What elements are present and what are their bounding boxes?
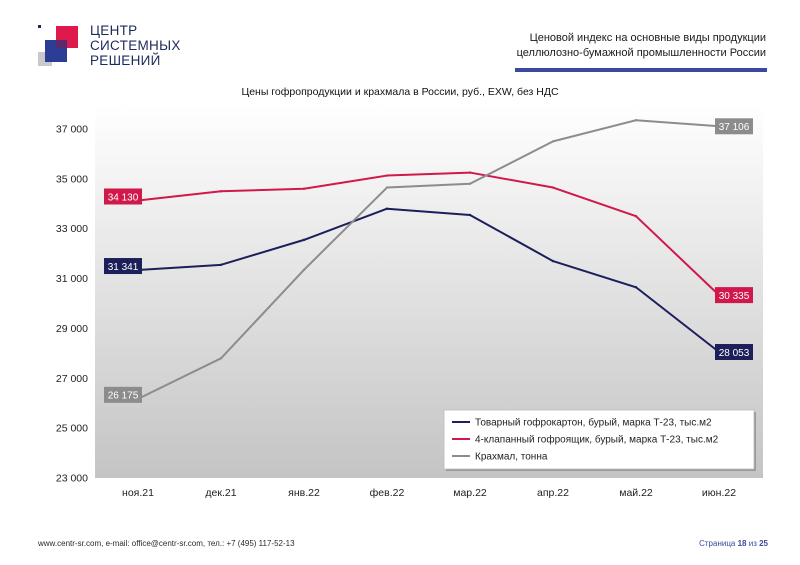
logo-text: ЦЕНТР СИСТЕМНЫХ РЕШЕНИЙ xyxy=(90,23,181,68)
data-point xyxy=(385,186,389,189)
page-total: 25 xyxy=(759,539,768,548)
data-point xyxy=(302,187,306,190)
data-point xyxy=(468,182,472,185)
data-label-box xyxy=(715,344,753,361)
data-label: 31 341 xyxy=(104,258,142,275)
x-tick-label: июн.22 xyxy=(702,487,736,499)
data-point xyxy=(302,268,306,272)
data-label-text: 37 106 xyxy=(719,122,750,133)
legend-label: 4-клапанный гофроящик, бурый, марка Т-23… xyxy=(475,434,719,446)
report-header-line-2: целлюлозно-бумажной промышленности Росси… xyxy=(516,47,766,59)
series-line-3 xyxy=(137,119,720,400)
data-point xyxy=(634,286,638,289)
y-tick-label: 25 000 xyxy=(56,423,88,435)
data-point xyxy=(551,259,555,263)
page-current: 18 xyxy=(737,539,747,548)
data-label-text: 31 341 xyxy=(108,262,139,273)
data-label-box xyxy=(104,258,142,275)
x-tick-label: дек.21 xyxy=(205,487,236,499)
data-point xyxy=(385,207,389,210)
x-tick-label: фев.22 xyxy=(370,487,405,499)
data-point xyxy=(551,140,555,143)
data-point xyxy=(468,171,472,174)
legend-label: Товарный гофрокартон, бурый, марка Т-23,… xyxy=(475,417,712,429)
x-tick-label: май.22 xyxy=(619,487,653,499)
page-indicator: Страница 18 из 25 xyxy=(699,539,768,548)
data-point xyxy=(634,119,638,122)
data-point xyxy=(634,215,638,218)
y-tick-label: 31 000 xyxy=(56,273,88,285)
data-label-box xyxy=(715,118,753,135)
report-header-line-1: Ценовой индекс на основные виды продукци… xyxy=(529,32,766,44)
y-tick-label: 23 000 xyxy=(56,473,88,485)
report-header: Ценовой индекс на основные виды продукци… xyxy=(517,31,766,61)
data-point xyxy=(219,357,223,360)
logo-line-1: ЦЕНТР xyxy=(90,23,138,38)
header-accent-bar xyxy=(515,68,767,72)
data-point xyxy=(468,213,472,217)
x-tick-label: апр.22 xyxy=(537,487,569,499)
y-tick-label: 27 000 xyxy=(56,373,88,385)
series-line-1 xyxy=(137,207,720,353)
data-label: 28 053 xyxy=(715,344,753,361)
data-label: 30 335 xyxy=(715,287,753,304)
data-point xyxy=(551,186,555,189)
logo-line-3: РЕШЕНИЙ xyxy=(90,53,161,68)
data-label-text: 30 335 xyxy=(719,291,750,302)
series-line-2 xyxy=(137,171,720,296)
data-point xyxy=(219,263,223,267)
data-label: 34 130 xyxy=(104,188,142,205)
y-tick-label: 37 000 xyxy=(56,123,88,135)
y-tick-label: 35 000 xyxy=(56,173,88,185)
company-logo: ЦЕНТР СИСТЕМНЫХ РЕШЕНИЙ xyxy=(36,22,186,78)
page-prefix: Страница xyxy=(699,539,738,548)
x-tick-label: янв.22 xyxy=(288,487,320,499)
legend-box xyxy=(443,409,755,470)
data-point xyxy=(219,190,223,193)
footer-contacts: www.centr-sr.com, e-mail: office@centr-s… xyxy=(38,539,295,548)
data-label-text: 34 130 xyxy=(108,192,139,203)
y-tick-label: 33 000 xyxy=(56,223,88,235)
data-label-box xyxy=(104,386,142,403)
data-label: 37 106 xyxy=(715,118,753,135)
data-label: 26 175 xyxy=(104,386,142,403)
chart-title: Цены гофропродукции и крахмала в России,… xyxy=(241,86,559,98)
x-tick-label: ноя.21 xyxy=(122,487,154,499)
data-point xyxy=(385,174,389,177)
logo-line-2: СИСТЕМНЫХ xyxy=(90,38,181,53)
data-label-box xyxy=(104,188,142,205)
data-label-text: 26 175 xyxy=(108,391,139,402)
page-separator: из xyxy=(746,539,760,548)
data-point xyxy=(302,238,306,242)
legend: Товарный гофрокартон, бурый, марка Т-23,… xyxy=(443,409,756,471)
data-label-box xyxy=(715,287,753,304)
data-label-text: 28 053 xyxy=(719,348,750,359)
logo-squares-icon xyxy=(38,25,78,66)
x-tick-label: мар.22 xyxy=(453,487,487,499)
y-tick-label: 29 000 xyxy=(56,323,88,335)
legend-label: Крахмал, тонна xyxy=(475,452,548,463)
